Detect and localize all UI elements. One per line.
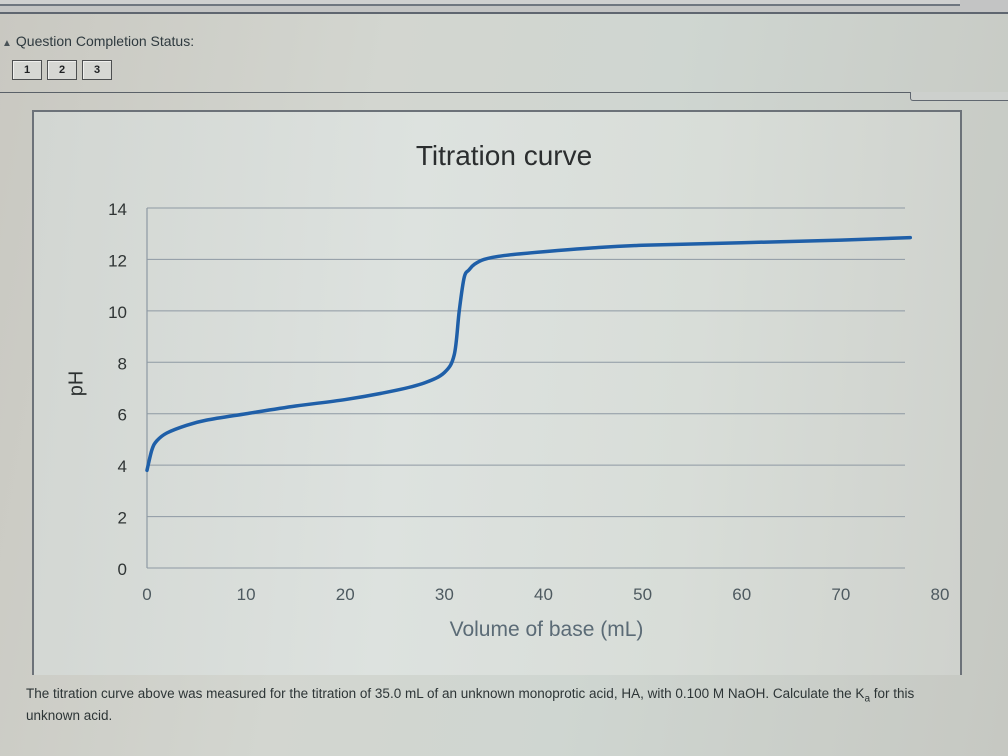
y-tick-label: 6 [118,406,127,425]
window-top-strip [0,0,1008,14]
y-tick-label: 14 [108,200,127,219]
question-button-3[interactable]: 3 [82,60,112,80]
y-tick-label: 10 [108,303,127,322]
question-buttons: 1 2 3 [12,60,112,80]
ka-subscript: a [864,693,870,705]
x-tick-label: 50 [633,585,652,604]
x-tick-label: 10 [237,585,256,604]
x-tick-label: 20 [336,585,355,604]
y-tick-label: 4 [118,457,127,476]
y-tick-label: 8 [118,354,127,373]
x-tick-label: 0 [142,585,151,604]
y-tick-label: 0 [118,560,127,579]
window-top-strip-inner [0,0,960,6]
problem-text: The titration curve above was measured f… [26,686,865,701]
collapse-arrow-icon[interactable]: ▲ [2,38,12,49]
status-label-text: Question Completion Status: [15,33,195,49]
chart-image-frame [32,110,962,675]
problem-text-end: for this unknown acid. [26,686,915,723]
x-axis-label: Volume of base (mL) [449,618,644,641]
header-divider-tab [910,92,1008,101]
x-tick-label: 60 [732,585,751,604]
chart-title: Titration curve [415,140,593,171]
y-tick-label: 12 [108,251,127,270]
y-axis-label: pH [65,370,88,397]
header-divider [0,92,1008,93]
x-tick-label: 30 [435,585,454,604]
x-tick-label: 40 [534,585,553,604]
x-tick-label: 70 [831,585,850,604]
titration-curve-line [145,235,913,473]
x-tick-label: 80 [931,585,950,604]
question-completion-status: ▲ Question Completion Status: [2,33,194,49]
y-tick-label: 2 [118,509,127,528]
question-button-1[interactable]: 1 [12,60,42,80]
question-button-2[interactable]: 2 [47,60,77,80]
problem-statement: The titration curve above was measured f… [26,686,956,724]
